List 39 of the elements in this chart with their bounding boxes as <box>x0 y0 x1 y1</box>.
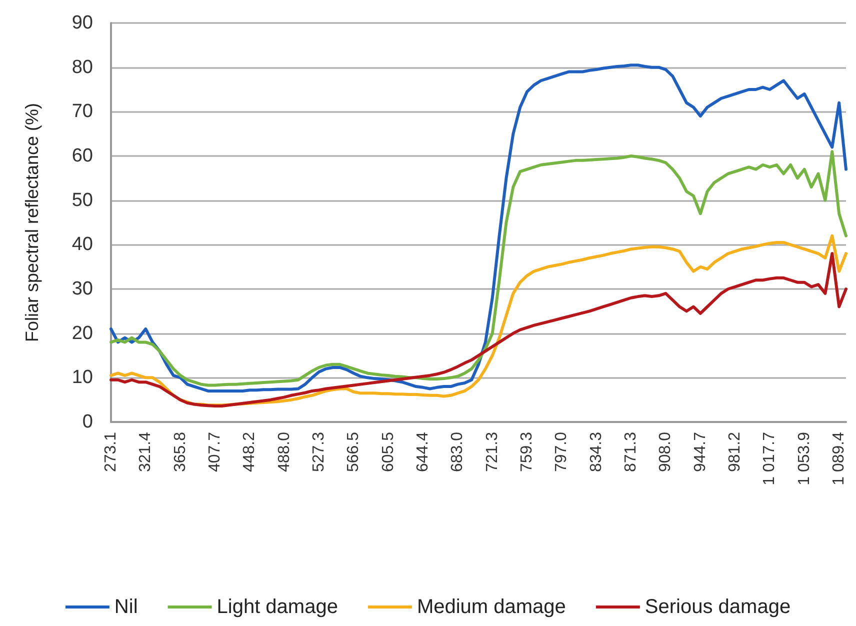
x-tick-label: 407.7 <box>206 432 224 472</box>
x-tick-label: 1 089.4 <box>830 432 848 486</box>
y-tick-label: 40 <box>72 234 93 256</box>
y-axis-title: Foliar spectral reflectance (%) <box>22 102 42 342</box>
y-tick-label: 0 <box>82 412 93 432</box>
x-tick-label: 644.4 <box>414 432 432 472</box>
x-tick-label: 834.3 <box>588 432 605 472</box>
x-tick-label: 759.3 <box>518 432 536 472</box>
y-tick-label: 60 <box>72 146 93 166</box>
legend-label: Serious damage <box>644 596 791 618</box>
y-tick-label: 90 <box>72 12 93 34</box>
line-series <box>110 150 848 387</box>
x-tick-label: 1 017.7 <box>761 432 778 486</box>
x-tick-label: 321.4 <box>137 432 154 472</box>
x-tick-label: 273.1 <box>102 432 120 472</box>
y-tick-label: 80 <box>72 56 93 78</box>
x-tick-label: 566.5 <box>345 432 362 472</box>
y-tick-label: 70 <box>72 101 93 122</box>
y-tick-label: 30 <box>72 278 93 300</box>
y-tick-label: 10 <box>72 367 93 388</box>
legend-label: Nil <box>114 596 138 618</box>
line-series <box>110 64 848 392</box>
x-tick-label: 605.5 <box>380 432 397 472</box>
x-tick-label: 981.2 <box>726 432 744 472</box>
x-tick-label: 908.0 <box>657 432 674 472</box>
legend-label: Medium damage <box>416 596 566 618</box>
x-tick-label: 944.7 <box>692 432 709 472</box>
x-tick-label: 871.3 <box>622 432 640 472</box>
x-tick-label: 683.0 <box>449 432 466 472</box>
x-tick-label: 448.2 <box>241 432 258 472</box>
x-tick-label: 721.3 <box>484 432 501 472</box>
x-tick-label: 527.3 <box>310 432 328 472</box>
x-tick-label: 488.0 <box>276 432 293 472</box>
legend-label: Light damage <box>216 596 338 618</box>
y-tick-label: 50 <box>72 190 93 211</box>
x-tick-label: 1 053.9 <box>796 432 813 486</box>
y-tick-label: 20 <box>72 322 93 344</box>
x-tick-label: 797.0 <box>553 432 570 472</box>
x-tick-label: 365.8 <box>172 432 189 472</box>
